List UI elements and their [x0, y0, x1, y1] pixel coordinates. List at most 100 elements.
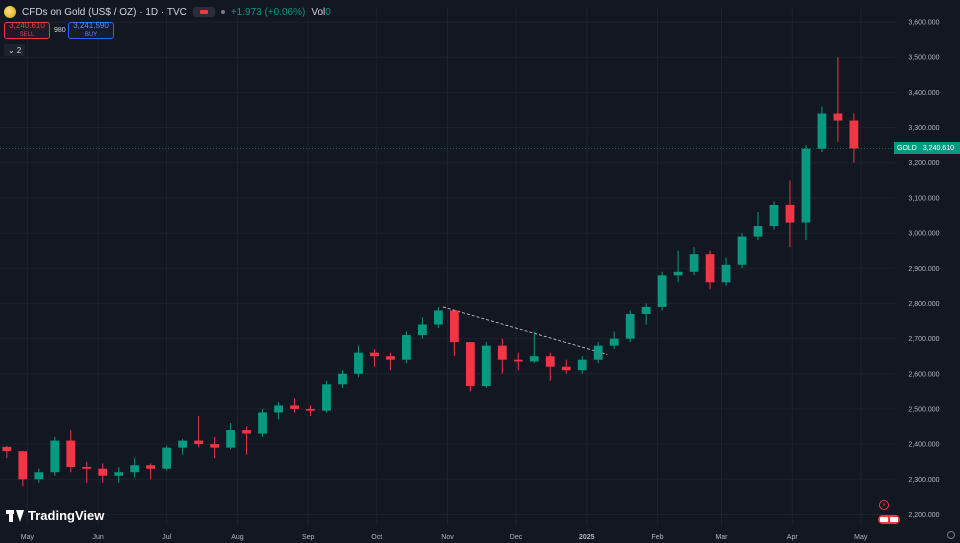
- candle: [705, 250, 715, 290]
- candle-body: [817, 113, 827, 149]
- trade-panel: 3,240.610 SELL 980 3,241.590 BUY: [4, 22, 114, 39]
- y-tick-label: 3,200.000: [908, 160, 939, 167]
- candle: [833, 57, 843, 142]
- candle: [242, 426, 251, 455]
- lightning-icon[interactable]: ⚡: [879, 500, 889, 510]
- candle-body: [130, 465, 140, 473]
- y-tick-label: 3,100.000: [908, 195, 939, 202]
- volume-label: Vol: [311, 6, 326, 18]
- candle-body: [274, 405, 283, 413]
- candle-body: [210, 444, 220, 448]
- candle: [354, 345, 363, 378]
- candle-body: [146, 465, 156, 469]
- candle-body: [370, 352, 379, 357]
- tradingview-mark-icon: [6, 509, 24, 522]
- candle: [529, 331, 539, 364]
- candle: [258, 408, 267, 438]
- candle-body: [465, 342, 475, 387]
- candle: [66, 430, 76, 473]
- candle-body: [258, 412, 267, 434]
- candle-body: [833, 113, 843, 121]
- candle-body: [545, 356, 555, 367]
- candle: [609, 331, 619, 350]
- candle: [386, 352, 395, 371]
- y-tick-label: 2,400.000: [908, 442, 939, 449]
- candle: [34, 468, 44, 483]
- candle: [290, 398, 299, 413]
- y-tick-label: 2,800.000: [908, 301, 939, 308]
- candle-body: [34, 472, 44, 480]
- candle-body: [625, 313, 635, 339]
- indicators-toggle-button[interactable]: ⌄ 2: [4, 44, 26, 56]
- settings-icon[interactable]: [947, 531, 955, 539]
- candle-body: [657, 275, 667, 307]
- buy-button[interactable]: 3,241.590 BUY: [68, 22, 114, 39]
- candle-body: [721, 264, 731, 283]
- candle: [417, 317, 427, 339]
- x-tick-label: Jun: [93, 534, 104, 541]
- trendline[interactable]: [442, 306, 608, 355]
- y-tick-label: 2,900.000: [908, 266, 939, 273]
- candle-body: [689, 254, 699, 272]
- candle: [210, 437, 220, 459]
- candle: [82, 461, 92, 483]
- candle: [593, 342, 603, 364]
- candle: [577, 356, 587, 374]
- candle: [226, 423, 235, 450]
- trendline-layer: [442, 306, 608, 355]
- candle-body: [673, 271, 683, 276]
- buy-label: BUY: [84, 32, 98, 38]
- tradingview-logo[interactable]: TradingView: [6, 508, 104, 523]
- x-tick-label: Apr: [787, 534, 799, 541]
- y-tick-label: 3,300.000: [908, 125, 939, 132]
- x-tick-label: May: [21, 534, 35, 541]
- candle: [625, 310, 635, 343]
- x-tick-label: Oct: [371, 534, 382, 541]
- candle-body: [98, 468, 108, 476]
- candle-body: [561, 366, 571, 371]
- candle-body: [354, 352, 363, 374]
- flag-icon[interactable]: [192, 7, 215, 17]
- us-flag-icon[interactable]: [878, 515, 900, 524]
- candle: [849, 113, 859, 163]
- candle: [322, 380, 331, 413]
- spread-value: 980: [54, 27, 66, 34]
- candle-body: [66, 440, 76, 467]
- candle-body: [785, 204, 795, 223]
- candle-body: [801, 148, 811, 223]
- x-tick-label: Aug: [231, 534, 244, 541]
- candle-body: [705, 254, 715, 283]
- sell-button[interactable]: 3,240.610 SELL: [4, 22, 50, 39]
- volume-value: 0: [325, 6, 331, 18]
- candle-body: [529, 356, 539, 362]
- x-tick-label: Dec: [510, 534, 523, 541]
- candle: [545, 352, 555, 381]
- x-tick-label: Mar: [715, 534, 728, 541]
- candle: [98, 463, 108, 483]
- y-tick-label: 3,000.000: [908, 231, 939, 238]
- candle: [306, 405, 315, 416]
- candle: [178, 438, 188, 455]
- symbol-title[interactable]: CFDs on Gold (US$ / OZ) · 1D · TVC: [22, 6, 187, 18]
- y-tick-label: 2,300.000: [908, 477, 939, 484]
- candle: [370, 349, 379, 367]
- candle-body: [737, 236, 747, 265]
- candle: [641, 303, 651, 325]
- candle-body: [82, 466, 92, 469]
- candle: [130, 458, 140, 478]
- candle-body: [226, 430, 235, 448]
- candle-body: [18, 451, 28, 480]
- candle-body: [114, 472, 124, 476]
- y-tick-label: 2,200.000: [908, 512, 939, 519]
- price-change: +1.973 (+0.06%): [230, 6, 306, 18]
- x-tick-label: Jul: [162, 534, 171, 541]
- candle: [753, 211, 763, 241]
- candle: [449, 310, 459, 357]
- candle: [513, 352, 523, 371]
- candle-body: [338, 373, 347, 385]
- candle-body: [162, 447, 172, 469]
- sell-label: SELL: [19, 32, 35, 38]
- candle-body: [322, 384, 331, 411]
